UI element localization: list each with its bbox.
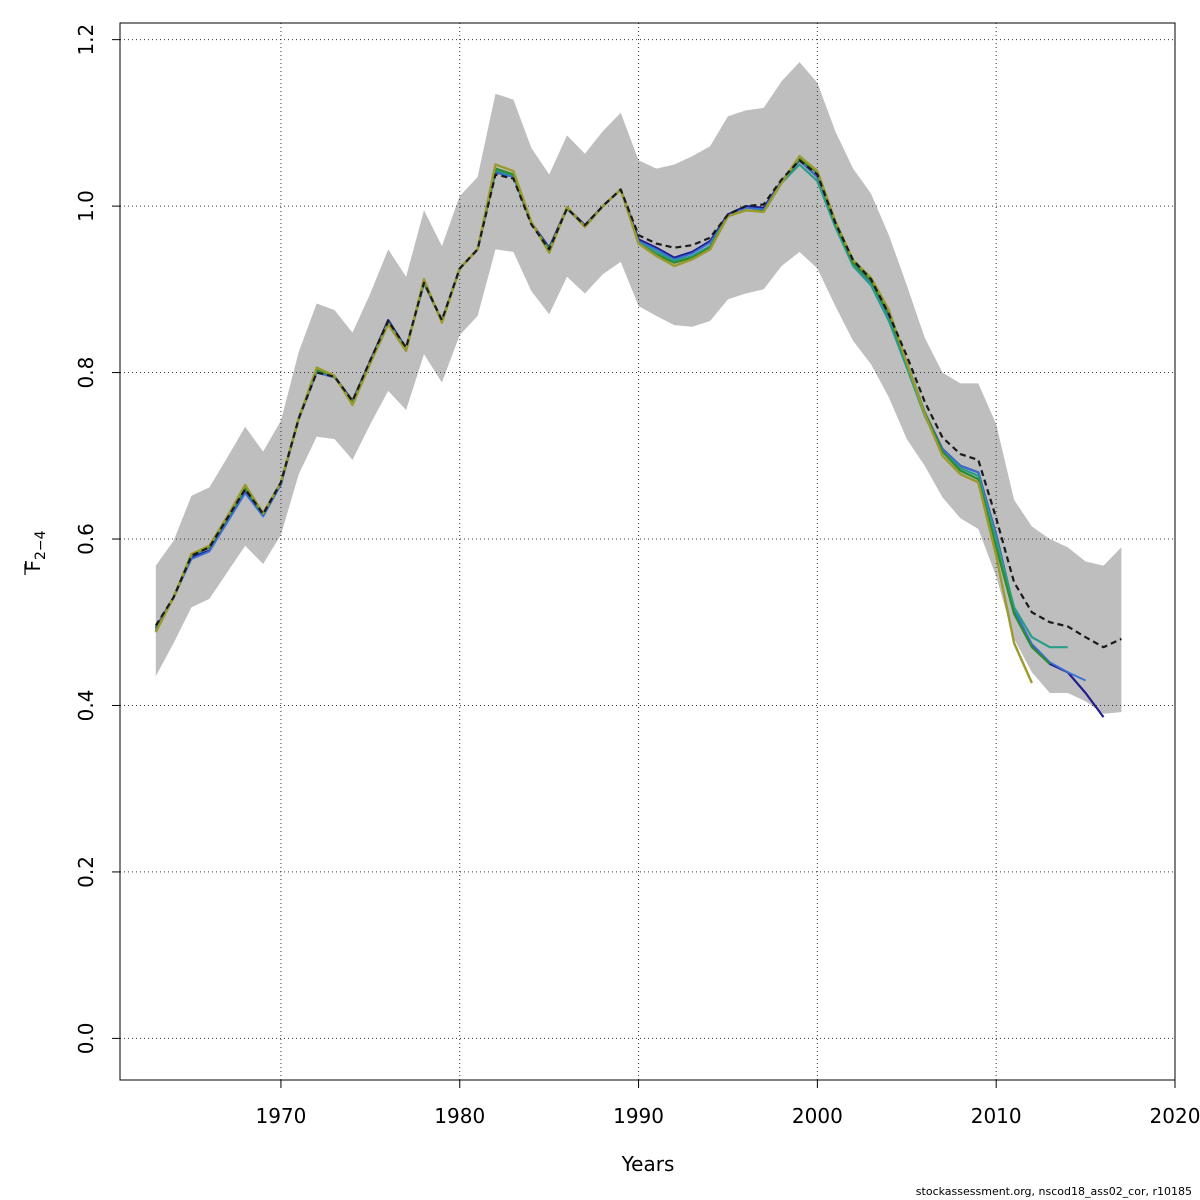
y-tick-label: 0.2 [74, 856, 98, 888]
x-tick-label: 1970 [255, 1104, 306, 1128]
footer-credit: stockassessment.org, nscod18_ass02_cor, … [915, 1185, 1192, 1198]
x-tick-label: 1990 [613, 1104, 664, 1128]
confidence-band-area [155, 62, 1122, 714]
y-tick-label: 0.8 [74, 357, 98, 389]
x-axis-title: Years [621, 1152, 675, 1176]
y-axis-title-subscript: 2−4 [33, 530, 49, 560]
y-tick-label: 1.2 [74, 24, 98, 56]
series-lines [154, 155, 1122, 718]
y-tick-label: 0.4 [74, 690, 98, 722]
confidence-band [155, 62, 1122, 714]
x-tick-label: 2010 [971, 1104, 1022, 1128]
y-axis-title-base: F [21, 560, 45, 572]
y-tick-label: 1.0 [74, 190, 98, 222]
y-axis: 0.0 0.2 0.4 0.6 0.8 1.0 1.2 [74, 24, 121, 1054]
series-line-1 [154, 159, 1122, 649]
x-tick-label: 2020 [1150, 1104, 1200, 1128]
x-axis: 1970 1980 1990 2000 2010 2020 [255, 1079, 1200, 1128]
x-tick-label: 2000 [792, 1104, 843, 1128]
y-tick-label: 0.0 [74, 1022, 98, 1054]
x-tick-label: 1980 [434, 1104, 485, 1128]
y-axis-title: F2−4 [21, 530, 49, 571]
y-tick-label: 0.6 [74, 523, 98, 555]
